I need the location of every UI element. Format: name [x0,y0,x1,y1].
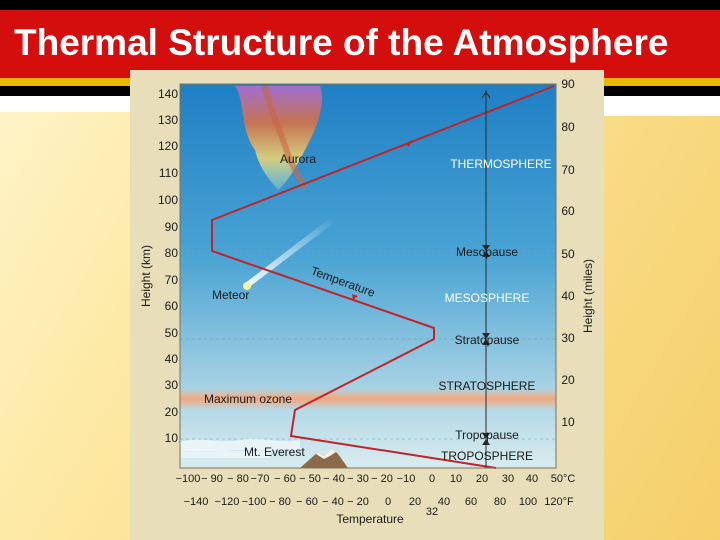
celsius-tick: 50°C [551,473,576,485]
curve-arrow [405,140,412,147]
km-tick: 70 [165,273,179,287]
mile-tick: 40 [561,289,575,303]
km-tick: 80 [165,246,179,260]
layer-label-stratopause: Stratopause [455,333,520,347]
right-axis-title: Height (miles) [581,259,595,333]
temperature-axis-title: Temperature [336,512,404,526]
celsius-tick: 40 [526,473,538,485]
fahrenheit-tick: − 20 [347,496,369,508]
everest-snow [316,448,336,459]
km-tick: 100 [158,193,178,207]
fahrenheit-tick: − 40 [322,496,344,508]
celsius-tick: −70 [251,473,270,485]
celsius-tick: −100 [176,473,201,485]
km-tick: 130 [158,113,178,127]
aurora-label: Aurora [280,152,316,166]
fahrenheit-tick: 60 [465,496,477,508]
fahrenheit-tick: 40 [438,496,450,508]
mile-tick: 20 [561,373,575,387]
km-tick: 10 [165,431,179,445]
mile-tick: 90 [561,77,575,91]
km-tick: 140 [158,87,178,101]
celsius-tick: − 40 [323,473,345,485]
fahrenheit-tick: 100 [519,496,537,508]
celsius-tick: − 30 [347,473,369,485]
clouds-shape [180,438,300,458]
celsius-tick: − 80 [227,473,249,485]
layer-label-tropopause: Tropopause [455,428,519,442]
ozone-band [180,388,556,410]
km-tick: 90 [165,220,179,234]
fahrenheit-tick: 80 [494,496,506,508]
km-tick: 30 [165,378,179,392]
atmosphere-diagram: Height (km) Height (miles) 140 130 120 1… [130,70,604,540]
everest-label: Mt. Everest [244,445,305,459]
fahrenheit-tick: 120°F [544,496,574,508]
celsius-tick: 10 [450,473,462,485]
left-axis-title: Height (km) [139,245,153,307]
celsius-tick: − 60 [274,473,296,485]
layer-label-thermosphere: THERMOSPHERE [450,157,551,171]
fahrenheit-tick: 20 [409,496,421,508]
sky-panel-border [179,83,557,469]
fahrenheit-tick: −100 [242,496,267,508]
fahrenheit-tick: 0 [385,496,391,508]
celsius-tick: − 20 [371,473,393,485]
layer-label-troposphere: TROPOSPHERE [441,449,533,463]
celsius-tick: −10 [397,473,416,485]
layer-label-mesosphere: MESOSPHERE [445,291,530,305]
mile-tick: 80 [561,120,575,134]
meteor-label: Meteor [212,288,249,302]
freezing-tick: 32 [426,506,438,518]
background-white-strip [0,96,130,112]
km-tick: 40 [165,352,179,366]
mile-tick: 10 [561,415,575,429]
mile-tick: 70 [561,163,575,177]
fahrenheit-tick: −140 [184,496,209,508]
fahrenheit-tick: −120 [215,496,240,508]
km-tick: 110 [159,166,178,180]
curve-arrow [352,294,358,300]
ozone-label: Maximum ozone [204,392,292,406]
layer-axis [481,90,491,468]
celsius-tick: 0 [429,473,435,485]
layer-label-mesopause: Mesopause [456,245,518,259]
mile-tick: 60 [561,204,575,218]
slide-title: Thermal Structure of the Atmosphere [14,22,669,63]
km-tick: 60 [165,299,179,313]
aurora-shape [235,85,322,190]
km-tick: 50 [165,326,179,340]
km-tick: 120 [158,139,178,153]
km-tick: 20 [165,405,179,419]
celsius-tick: 20 [476,473,488,485]
temperature-curve [211,85,555,469]
sky-panel [180,84,556,468]
mile-tick: 50 [561,247,575,261]
layer-label-stratosphere: STRATOSPHERE [439,379,536,393]
background-white-patch [604,96,720,116]
celsius-tick: − 50 [299,473,321,485]
mile-tick: 30 [561,331,575,345]
celsius-tick: − 90 [201,473,223,485]
celsius-tick: 30 [502,473,514,485]
header-red-band [0,10,720,78]
fahrenheit-tick: − 60 [296,496,318,508]
fahrenheit-tick: − 80 [269,496,291,508]
